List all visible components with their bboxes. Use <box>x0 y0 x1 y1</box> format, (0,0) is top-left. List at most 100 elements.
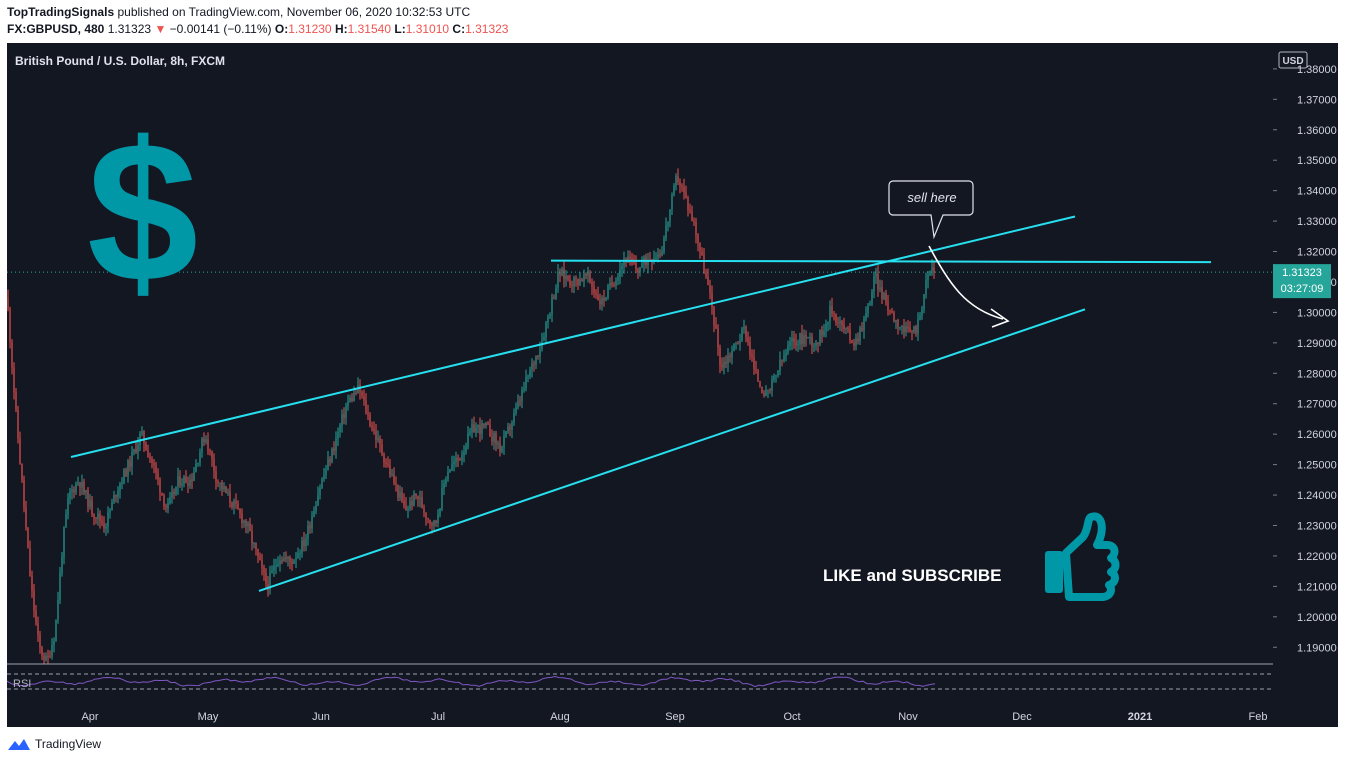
candle-body <box>407 508 409 510</box>
published-text: published on TradingView.com, November 0… <box>117 5 471 19</box>
time-tick-label: Feb <box>1249 711 1268 723</box>
candle-body <box>405 505 407 510</box>
candle-body <box>867 305 869 314</box>
ohlc-legend: FX:GBPUSD, 480 1.31323 ▼ −0.00141 (−0.11… <box>7 22 508 36</box>
candle-body <box>125 469 127 477</box>
candle-body <box>439 508 441 515</box>
candle-body <box>365 400 367 413</box>
candle-body <box>579 279 581 285</box>
candle-body <box>617 276 619 281</box>
candle-body <box>825 324 827 332</box>
candle-body <box>513 412 515 423</box>
candle-body <box>445 479 447 484</box>
candle-body <box>755 369 757 371</box>
candle-body <box>421 497 423 509</box>
candle-body <box>665 225 667 239</box>
candle-body <box>847 327 849 330</box>
candle-body <box>637 268 639 272</box>
candle-body <box>779 359 781 371</box>
plot-area[interactable]: British Pound / U.S. Dollar, 8h, FXCM $ … <box>7 43 1273 705</box>
candle-body <box>129 460 131 467</box>
lower-channel-line[interactable] <box>258 308 1086 592</box>
candle-body <box>831 306 833 314</box>
resistance-line[interactable] <box>550 259 1212 264</box>
price-chart[interactable]: British Pound / U.S. Dollar, 8h, FXCM $ … <box>7 43 1273 705</box>
candle-body <box>763 393 765 396</box>
candle-body <box>623 259 625 266</box>
candle-body <box>769 389 771 391</box>
candle-body <box>597 294 599 301</box>
upper-channel-line[interactable] <box>70 215 1076 458</box>
candle-body <box>657 254 659 258</box>
chart-container[interactable]: British Pound / U.S. Dollar, 8h, FXCM $ … <box>7 43 1338 727</box>
candle-body <box>595 292 597 295</box>
candle-body <box>159 479 161 493</box>
candle-body <box>515 407 517 413</box>
candle-body <box>881 287 883 299</box>
candle-body <box>375 431 377 440</box>
candle-body <box>341 414 343 426</box>
candle-body <box>797 344 799 346</box>
candle-body <box>305 538 307 547</box>
candle-body <box>609 283 611 286</box>
candle-body <box>693 221 695 223</box>
candle-body <box>291 561 293 564</box>
candle-body <box>207 439 209 451</box>
candle-body <box>735 343 737 345</box>
candle-body <box>51 645 53 657</box>
candle-body <box>761 386 763 394</box>
candle-body <box>705 273 707 277</box>
candle-body <box>655 257 657 259</box>
candle-body <box>295 557 297 560</box>
candle-body <box>575 277 577 279</box>
candle-body <box>907 326 909 328</box>
candle-body <box>483 423 485 426</box>
candle-body <box>361 391 363 396</box>
candle-body <box>437 514 439 523</box>
candle-body <box>61 556 63 573</box>
price-axis[interactable]: USD 1.38000 1.37000 1.36000 1.35000 1.34000 1… <box>1273 43 1338 705</box>
price-tick-label: 1.19000 <box>1297 642 1337 654</box>
candle-body <box>505 431 507 437</box>
candle-body <box>101 520 103 524</box>
candle-body <box>255 542 257 550</box>
candle-body <box>131 452 133 467</box>
candle-body <box>897 319 899 328</box>
candle-body <box>451 464 453 471</box>
candle-body <box>205 439 207 442</box>
candle-body <box>507 426 509 432</box>
candle-body <box>363 395 365 401</box>
candle-body <box>209 450 211 452</box>
candle-body <box>605 297 607 301</box>
candle-body <box>235 501 237 504</box>
symbol-label: FX:GBPUSD, 480 <box>7 22 105 36</box>
candle-body <box>171 492 173 498</box>
last-price-label: 1.31323 <box>1282 267 1322 279</box>
candle-body <box>659 254 661 256</box>
candle-body <box>333 448 335 451</box>
publisher-name[interactable]: TopTradingSignals <box>7 5 115 19</box>
candle-body <box>103 523 105 529</box>
candle-body <box>463 452 465 455</box>
candle-body <box>423 508 425 513</box>
candle-body <box>853 343 855 346</box>
price-tick-label: 1.33000 <box>1297 216 1337 228</box>
time-axis[interactable]: Apr May Jun Jul Aug Sep Oct Nov Dec 2021 Feb <box>7 705 1273 727</box>
candle-body <box>911 330 913 333</box>
candle-body <box>447 472 449 480</box>
open-value: 1.31230 <box>288 22 332 36</box>
candle-body <box>875 273 877 277</box>
candle-body <box>821 329 823 336</box>
currency-badge[interactable] <box>1278 51 1308 69</box>
candle-body <box>157 472 159 480</box>
candle-body <box>683 186 685 193</box>
candle-body <box>111 501 113 510</box>
candle-body <box>313 510 315 517</box>
candle-body <box>273 565 275 571</box>
candle-body <box>783 356 785 361</box>
candle-body <box>621 265 623 270</box>
rsi-pane[interactable]: RSI <box>7 663 1273 705</box>
candle-body <box>615 280 617 286</box>
candle-body <box>493 433 495 442</box>
candle-body <box>491 436 493 442</box>
